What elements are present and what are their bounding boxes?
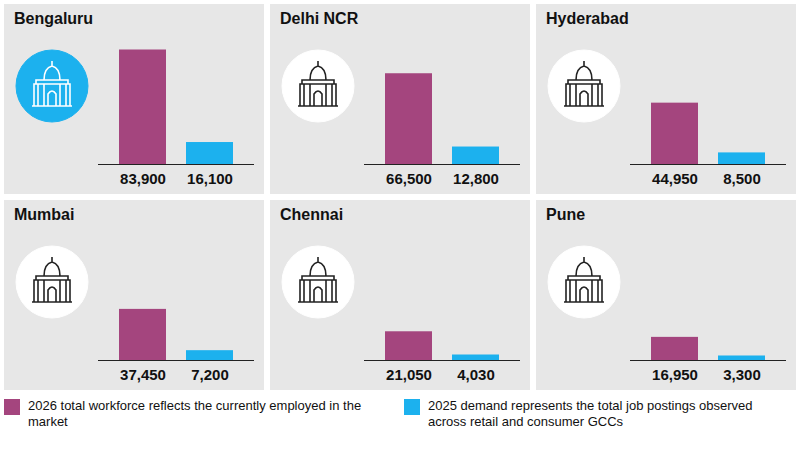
svg-text:66,500: 66,500	[386, 170, 432, 187]
svg-text:7,200: 7,200	[191, 366, 229, 383]
html-text:Mumbai: Mumbai	[14, 206, 75, 223]
html-text:Pune: Pune	[546, 206, 586, 223]
svg-text:16,950: 16,950	[652, 366, 698, 383]
svg-text:16,100: 16,100	[187, 170, 233, 187]
svg-text:21,050: 21,050	[386, 366, 432, 383]
html-text:Hyderabad: Hyderabad	[546, 10, 629, 27]
svg-text:37,450: 37,450	[120, 366, 166, 383]
html-text:Delhi NCR: Delhi NCR	[280, 10, 359, 27]
svg-text:8,500: 8,500	[723, 170, 761, 187]
html-text:Chennai: Chennai	[280, 206, 344, 223]
html-text:2025 demand represents the tot: 2025 demand represents the total job pos…	[428, 398, 753, 429]
svg-text:12,800: 12,800	[453, 170, 499, 187]
svg-text:4,030: 4,030	[457, 366, 495, 383]
svg-text:44,950: 44,950	[652, 170, 698, 187]
svg-text:83,900: 83,900	[120, 170, 166, 187]
html-text:Bengaluru: Bengaluru	[14, 10, 94, 27]
svg-text:3,300: 3,300	[723, 366, 761, 383]
html-text:2026 total workforce reflects: 2026 total workforce reflects the curren…	[28, 398, 362, 429]
